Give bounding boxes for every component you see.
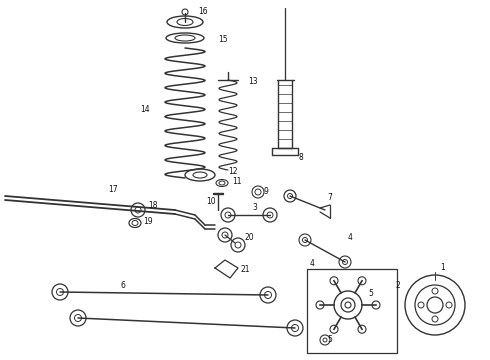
Text: 20: 20	[244, 234, 254, 243]
Text: 11: 11	[232, 177, 242, 186]
Text: 13: 13	[248, 77, 258, 86]
Text: 4: 4	[348, 234, 353, 243]
Text: 3: 3	[252, 202, 257, 211]
Text: 4: 4	[310, 258, 315, 267]
Text: 5: 5	[327, 336, 332, 345]
Text: 19: 19	[143, 217, 152, 226]
Text: 21: 21	[240, 266, 249, 274]
Text: 2: 2	[395, 280, 400, 289]
Text: 6: 6	[120, 282, 125, 291]
Text: 7: 7	[327, 194, 332, 202]
Text: 15: 15	[218, 36, 228, 45]
Text: 17: 17	[108, 184, 118, 194]
Text: 16: 16	[198, 8, 208, 17]
Text: 5: 5	[368, 288, 373, 297]
Text: 12: 12	[228, 167, 238, 176]
Text: 18: 18	[148, 202, 157, 211]
Text: 1: 1	[440, 264, 445, 273]
Text: 14: 14	[140, 105, 149, 114]
Text: 8: 8	[298, 153, 303, 162]
Text: 9: 9	[263, 188, 268, 197]
Text: 10: 10	[206, 198, 216, 207]
